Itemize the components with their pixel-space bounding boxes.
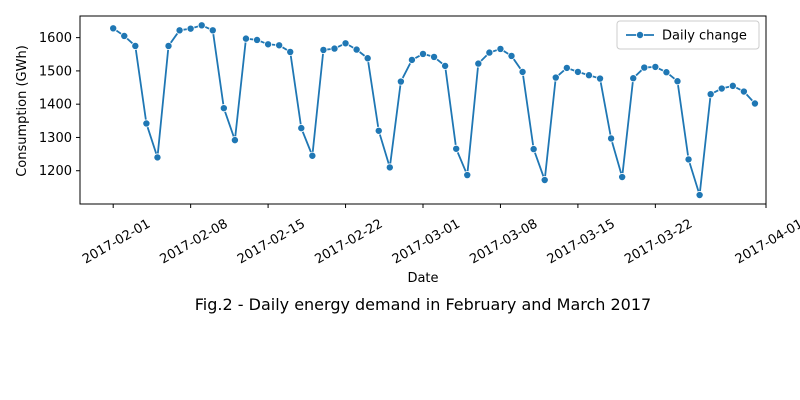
data-point [241,34,250,43]
data-point [164,41,173,50]
data-point [518,67,527,76]
data-point [684,155,693,164]
data-point [618,173,627,182]
data-point [551,73,560,82]
legend-box [616,20,760,50]
data-point [584,71,593,80]
data-point [418,49,427,58]
data-point [452,144,461,153]
data-point [407,55,416,64]
data-point [540,176,549,185]
data-point [186,24,195,33]
data-point [485,48,494,57]
data-point [496,44,505,53]
data-point [109,24,118,33]
data-point [596,74,605,83]
data-point [341,39,350,48]
data-point [142,119,151,128]
data-point [662,68,671,77]
data-point [463,171,472,180]
data-point [153,153,162,162]
data-point [208,26,217,35]
data-point [131,41,140,50]
data-point [374,126,383,135]
y-tick-label: 1300 [39,131,72,146]
data-point [562,63,571,72]
data-point [607,134,616,143]
data-point [629,74,638,83]
data-point [728,81,737,90]
data-point [430,52,439,61]
data-point [352,45,361,54]
data-point [441,61,450,70]
y-axis-label: Consumption (GWh) [15,45,30,177]
data-point [640,63,649,72]
y-tick-label: 1200 [39,164,72,179]
data-point [175,26,184,35]
data-point [739,87,748,96]
y-tick-label: 1600 [39,31,72,46]
data-point [264,40,273,49]
data-point [286,47,295,56]
data-point [573,67,582,76]
data-point [330,44,339,53]
data-point [297,124,306,133]
y-tick-label: 1500 [39,64,72,79]
y-tick-label: 1400 [39,98,72,113]
data-point [750,99,759,108]
data-point [120,31,129,40]
data-point [529,145,538,154]
data-point [673,77,682,86]
data-point [706,90,715,99]
data-point [275,41,284,50]
legend-marker-swatch [636,30,645,39]
data-point [197,21,206,30]
data-point [695,191,704,200]
data-point [363,54,372,63]
data-point [396,77,405,86]
data-point [308,151,317,160]
y-axis: 1200 1300 1400 1500 1600 [39,31,80,179]
data-point [253,35,262,44]
legend-entry-label: Daily change [662,29,747,44]
series-layer [109,21,759,200]
data-point [319,45,328,54]
data-point [385,163,394,172]
x-axis-label: Date [407,271,438,286]
data-point [219,104,228,113]
data-point [651,62,660,71]
legend: Daily change [616,20,760,50]
data-point [230,136,239,145]
data-point [507,51,516,60]
figure-caption: Fig.2 - Daily energy demand in February … [195,295,651,314]
data-point [717,84,726,93]
data-point [474,59,483,68]
